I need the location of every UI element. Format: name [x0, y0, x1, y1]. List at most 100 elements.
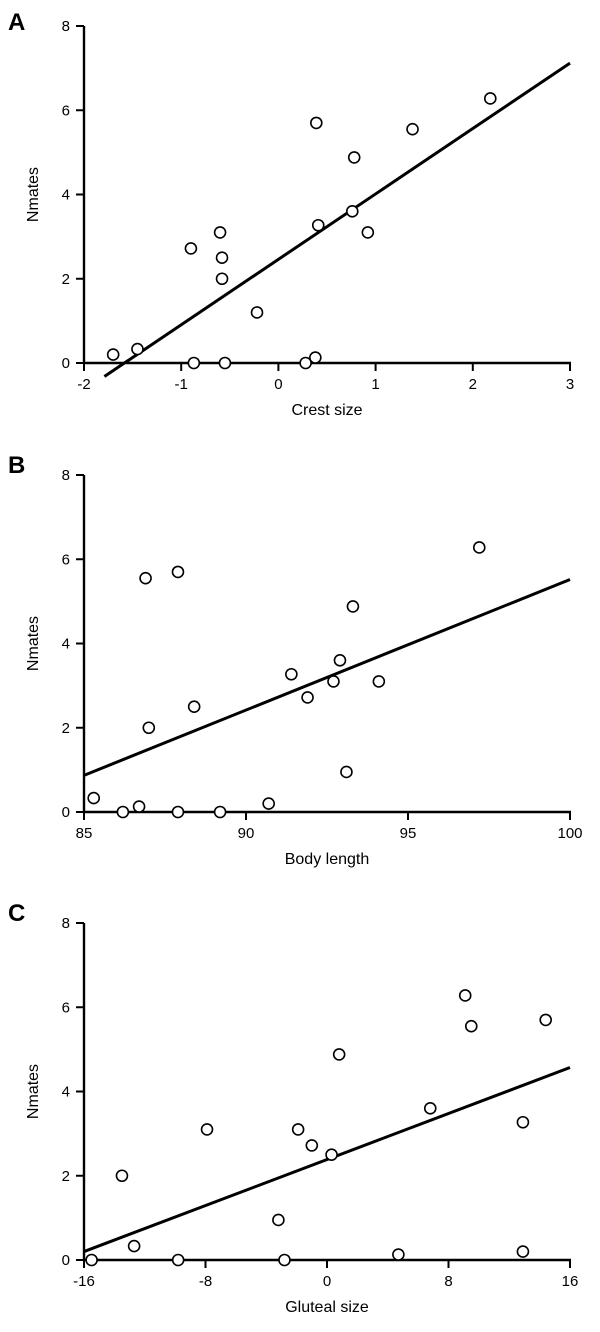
panel-a-y-tick-label: 0 — [62, 355, 70, 372]
panel-a-data-point — [311, 218, 325, 232]
panel-b-data-point — [372, 675, 386, 688]
panel-a-x-tick-label: 3 — [566, 376, 574, 393]
panel-c-data-point — [291, 1123, 305, 1136]
panel-a-x-tick-label: 1 — [371, 376, 379, 393]
panel-a-regression-line — [103, 61, 571, 378]
panel-a-data-point — [347, 151, 361, 164]
panel-b-data-point — [116, 805, 130, 819]
panel-b-data-point — [142, 721, 156, 735]
panel-b-y-tick-label: 4 — [62, 636, 70, 653]
panel-b-data-point — [139, 571, 152, 585]
panel-b-data-point — [346, 600, 360, 613]
panel-b-data-point — [187, 700, 201, 713]
panel-a-data-point — [131, 342, 144, 356]
panel-a-data-point — [345, 205, 359, 218]
panel-b-plot: B 0 2 4 6 8 85 90 95 100 Body length Nmates — [8, 452, 583, 868]
panel-a-y-axis-label: Nmates — [25, 167, 42, 222]
panel-a-x-tick-label: 2 — [469, 376, 477, 393]
panel-c-plot: C 0 2 4 6 8 -16 -8 0 8 16 Gluteal size Nmates — [8, 900, 578, 1316]
panel-a-y-tick-label: 8 — [62, 18, 70, 35]
panel-b-data-point — [327, 675, 340, 688]
panel-a-data-point — [106, 348, 120, 361]
panel-c-data-point — [127, 1239, 141, 1253]
panel-c-data-point — [516, 1115, 530, 1129]
panel-c-x-tick-label: 0 — [323, 1273, 331, 1290]
panel-c-x-tick-label: 16 — [562, 1273, 579, 1290]
panel-a-data-point — [299, 356, 312, 370]
panel-b-data-point — [301, 691, 314, 704]
panel-c-data-point — [458, 989, 472, 1002]
panel-c-data-point — [392, 1248, 405, 1261]
panel-b-x-tick-label: 100 — [557, 825, 582, 842]
panel-a-x-tick-label: -1 — [175, 376, 188, 393]
panel-c-y-tick-label: 0 — [62, 1252, 70, 1269]
panel-a-data-point — [310, 116, 323, 130]
panel-c-data-point — [278, 1253, 291, 1267]
panel-b-x-tick-label: 85 — [76, 825, 93, 842]
panel-c-data-point — [423, 1102, 437, 1115]
panel-a-data-point — [406, 122, 419, 136]
panel-b-x-tick-label: 95 — [400, 825, 417, 842]
panel-b-y-tick-label: 6 — [62, 551, 70, 568]
panel-b-data-point — [132, 800, 146, 813]
panel-c-letter: C — [8, 900, 25, 927]
panel-a-data-point — [218, 356, 232, 370]
panel-c-data-point — [200, 1123, 214, 1136]
panel-b-data-point — [340, 765, 353, 779]
panel-c-data-point — [171, 1253, 185, 1267]
panel-c-data-point — [332, 1048, 346, 1061]
panel-b-x-axis-label: Body length — [285, 851, 370, 868]
panel-a-letter: A — [8, 9, 25, 36]
panel-c-y-axis-label: Nmates — [25, 1064, 42, 1119]
panel-c-data-point — [516, 1245, 530, 1258]
panel-c-x-tick-label: -16 — [73, 1273, 95, 1290]
panel-b-regression-line — [83, 578, 571, 777]
panel-b-data-point — [285, 667, 298, 681]
panel-b-data-point — [87, 791, 101, 805]
panel-b-data-point — [171, 805, 185, 819]
panel-a-data-point — [187, 356, 201, 370]
panel-b-y-tick-label: 2 — [62, 720, 70, 737]
panel-a-data-point — [250, 306, 264, 319]
panel-a-x-tick-label: -2 — [77, 376, 90, 393]
panel-c-data-point — [539, 1013, 553, 1027]
panel-c-data-point — [115, 1169, 129, 1183]
panel-c-x-tick-label: -8 — [199, 1273, 212, 1290]
panel-a-data-point — [215, 272, 229, 286]
panel-a-y-tick-label: 2 — [62, 271, 70, 288]
panel-a-data-point — [215, 251, 229, 264]
panel-c-y-tick-label: 2 — [62, 1168, 70, 1185]
panel-a-x-axis-label: Crest size — [291, 402, 362, 419]
panel-b-y-axis-label: Nmates — [25, 616, 42, 671]
panel-b-y-tick-label: 0 — [62, 804, 70, 821]
panel-c-y-tick-label: 6 — [62, 999, 70, 1016]
panel-c-data-point — [305, 1139, 319, 1152]
panel-b-data-point — [472, 541, 486, 554]
panel-c-data-point — [272, 1213, 285, 1227]
panel-c-regression-line — [83, 1066, 571, 1253]
panel-b-data-point — [171, 565, 185, 579]
panel-a-plot: A 0 2 4 6 8 -2 -1 0 1 2 3 Crest size Nmates — [8, 9, 574, 419]
panel-b-data-point — [333, 654, 347, 667]
panel-b-data-point — [213, 805, 227, 819]
panel-a-data-point — [309, 351, 322, 364]
panel-a-data-point — [184, 242, 198, 255]
panel-a-data-point — [483, 92, 497, 105]
panel-c-x-tick-label: 8 — [444, 1273, 452, 1290]
panel-c-y-tick-label: 4 — [62, 1084, 70, 1101]
panel-c-data-point — [325, 1148, 338, 1161]
panel-c-data-point — [464, 1019, 478, 1033]
panel-b-x-tick-label: 90 — [238, 825, 255, 842]
panel-b-y-tick-label: 8 — [62, 467, 70, 484]
panel-a-data-point — [213, 226, 227, 239]
panel-a-x-tick-label: 0 — [274, 376, 282, 393]
panel-b-letter: B — [8, 452, 25, 479]
panel-a-y-tick-label: 6 — [62, 102, 70, 119]
panel-c-x-axis-label: Gluteal size — [285, 1299, 369, 1316]
panel-b-data-point — [262, 797, 275, 810]
panel-c-y-tick-label: 8 — [62, 915, 70, 932]
panel-a-data-point — [361, 226, 375, 239]
panel-a-y-tick-label: 4 — [62, 187, 70, 204]
panel-c-data-point — [85, 1253, 98, 1267]
